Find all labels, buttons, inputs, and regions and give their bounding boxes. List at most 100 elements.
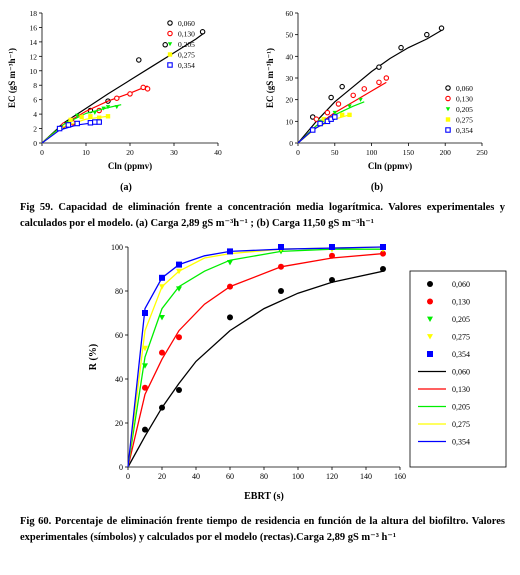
data-point xyxy=(278,263,284,270)
x-axis-label: Cln (ppmv) xyxy=(108,161,152,171)
data-point xyxy=(101,106,106,111)
data-point xyxy=(92,110,97,115)
y-tick-label: 80 xyxy=(115,287,123,296)
legend-marker xyxy=(445,85,451,91)
y-axis-label: EC (gS m⁻³h⁻¹) xyxy=(7,48,17,108)
data-point xyxy=(142,426,148,433)
x-tick-label: 140 xyxy=(360,472,372,481)
legend-label: 0,354 xyxy=(452,438,470,447)
y-tick-label: 100 xyxy=(111,243,123,252)
data-point xyxy=(92,119,98,125)
y-tick-label: 0 xyxy=(289,139,293,148)
data-point xyxy=(105,105,111,110)
legend-label: 0,130 xyxy=(452,298,470,307)
data-point xyxy=(324,109,331,116)
data-point xyxy=(376,64,382,70)
x-tick-label: 150 xyxy=(403,148,415,157)
data-point xyxy=(159,284,165,290)
legend-marker xyxy=(427,281,433,287)
data-point xyxy=(142,363,148,369)
data-point xyxy=(339,112,345,118)
legend-label: 0,354 xyxy=(452,350,470,359)
data-point xyxy=(97,115,102,120)
legend-label: 0,275 xyxy=(178,51,195,60)
data-point xyxy=(74,120,80,127)
legend-marker xyxy=(445,117,451,122)
legend-box xyxy=(409,270,507,468)
data-point xyxy=(136,57,142,63)
data-point xyxy=(56,125,63,132)
y-tick-label: 10 xyxy=(286,117,294,126)
x-tick-label: 20 xyxy=(126,148,134,157)
data-point xyxy=(358,97,363,102)
y-tick-label: 18 xyxy=(30,9,38,18)
data-point xyxy=(376,79,382,86)
x-tick-label: 200 xyxy=(440,148,452,157)
fit-line xyxy=(297,29,442,144)
x-tick-label: 50 xyxy=(331,148,339,157)
data-point xyxy=(176,334,182,341)
legend-marker xyxy=(427,298,433,305)
y-tick-label: 60 xyxy=(286,9,294,18)
data-point xyxy=(140,84,146,91)
y-tick-label: 0 xyxy=(33,139,37,148)
data-point xyxy=(114,95,120,101)
legend-marker xyxy=(167,62,173,68)
data-point xyxy=(227,248,233,255)
data-point xyxy=(159,274,165,281)
fit-line xyxy=(127,246,384,468)
x-tick-label: 20 xyxy=(158,472,166,481)
legend-marker xyxy=(167,52,173,57)
legend-label: 0,205 xyxy=(178,40,195,49)
legend-label: 0,275 xyxy=(452,333,470,342)
data-point xyxy=(176,286,182,292)
fit-line xyxy=(297,101,365,144)
legend-marker xyxy=(445,107,451,112)
legend-marker xyxy=(427,316,433,322)
data-point xyxy=(176,268,182,275)
y-axis-label: EC (gS m⁻³h⁻¹) xyxy=(265,48,275,108)
fit-line xyxy=(127,270,384,468)
panel-label-a: (a) xyxy=(120,182,132,193)
y-tick-label: 40 xyxy=(286,52,294,61)
data-point xyxy=(142,345,148,352)
chart-59a: 0 10 20 30 40 0 2 4 6 8 10 12 14 16 18 Cln (ppmv) EC (gS… xyxy=(7,9,222,193)
data-point xyxy=(347,112,352,118)
data-point xyxy=(339,83,345,90)
data-point xyxy=(176,387,182,393)
data-point xyxy=(68,117,73,123)
y-tick-label: 4 xyxy=(33,110,37,119)
data-point xyxy=(350,92,356,99)
y-tick-label: 2 xyxy=(33,125,37,134)
data-point xyxy=(227,260,233,266)
data-point xyxy=(88,114,93,119)
data-point xyxy=(159,349,165,356)
data-point xyxy=(142,310,148,316)
x-axis-label: Cln (ppmv) xyxy=(368,161,412,171)
x-axis-label: EBRT (s) xyxy=(244,491,284,502)
y-tick-label: 14 xyxy=(30,38,38,47)
data-point xyxy=(438,25,445,31)
data-point xyxy=(96,119,102,125)
data-point xyxy=(332,114,338,120)
data-point xyxy=(227,283,233,290)
panel-label-b: (b) xyxy=(371,182,383,193)
data-point xyxy=(65,122,72,128)
data-point xyxy=(278,244,284,250)
data-point xyxy=(335,101,342,107)
legend-label: 0,354 xyxy=(178,61,195,70)
data-point xyxy=(162,42,168,48)
data-point xyxy=(347,104,352,109)
legend-label: 0,275 xyxy=(456,116,473,125)
data-point xyxy=(75,113,80,118)
fit-line xyxy=(127,248,383,468)
data-point xyxy=(383,75,390,81)
y-tick-label: 0 xyxy=(119,463,123,472)
fit-line xyxy=(41,104,122,144)
data-point xyxy=(329,244,335,250)
y-tick-label: 30 xyxy=(286,74,294,83)
data-point xyxy=(329,277,335,283)
legend-label: 0,130 xyxy=(456,95,473,104)
y-tick-label: 12 xyxy=(30,52,38,61)
x-tick-label: 160 xyxy=(394,472,406,481)
